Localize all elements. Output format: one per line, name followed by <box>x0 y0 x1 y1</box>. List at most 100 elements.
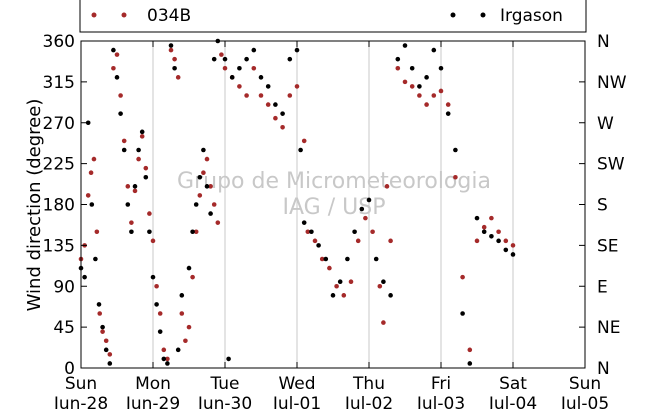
point-034b <box>431 93 437 98</box>
point-irgason <box>211 56 217 62</box>
point-034b <box>395 65 401 71</box>
point-irgason <box>143 174 149 180</box>
legend-marker-034b <box>91 12 97 18</box>
point-034b <box>237 84 242 89</box>
point-irgason <box>337 279 343 285</box>
point-irgason <box>175 347 181 353</box>
point-irgason <box>366 197 372 203</box>
point-irgason <box>114 75 120 80</box>
point-irgason <box>186 265 192 271</box>
point-034b <box>453 174 458 180</box>
x-tick-date: Jul-01 <box>272 394 321 409</box>
point-irgason <box>125 202 131 207</box>
point-034b <box>474 238 480 244</box>
point-irgason <box>147 229 152 235</box>
point-034b <box>355 238 361 244</box>
point-irgason <box>226 356 231 362</box>
point-034b <box>190 274 195 280</box>
point-irgason <box>424 75 429 80</box>
point-034b <box>161 347 167 353</box>
point-irgason <box>489 233 494 239</box>
point-034b <box>193 229 199 235</box>
point-034b <box>294 84 300 89</box>
point-irgason <box>496 238 501 244</box>
point-034b <box>481 224 487 230</box>
point-irgason <box>309 229 314 235</box>
point-034b <box>118 93 123 98</box>
compass-tick-label: E <box>597 277 608 297</box>
point-034b <box>334 283 339 289</box>
point-034b <box>438 88 444 94</box>
point-irgason <box>161 356 167 362</box>
point-034b <box>377 283 383 289</box>
point-034b <box>186 324 192 330</box>
point-034b <box>388 238 393 244</box>
point-irgason <box>193 202 199 207</box>
point-034b <box>129 220 134 225</box>
point-irgason <box>229 75 235 80</box>
point-irgason <box>510 252 516 257</box>
x-tick-date: Jul-04 <box>488 394 537 409</box>
point-034b <box>103 338 109 344</box>
point-irgason <box>100 324 105 330</box>
point-irgason <box>222 56 228 62</box>
point-irgason <box>150 274 156 280</box>
point-034b <box>91 156 97 162</box>
point-irgason <box>481 229 487 235</box>
compass-tick-label: SE <box>597 236 619 256</box>
point-irgason <box>121 147 127 153</box>
point-irgason <box>251 47 257 53</box>
point-irgason <box>345 256 350 262</box>
compass-tick-label: SW <box>597 155 625 175</box>
point-irgason <box>503 247 509 253</box>
point-034b <box>114 52 120 57</box>
y-tick-label: 225 <box>43 155 75 175</box>
point-034b <box>147 211 152 216</box>
point-034b <box>460 274 465 280</box>
point-irgason <box>111 47 116 53</box>
point-irgason <box>118 111 123 116</box>
point-034b <box>305 229 311 235</box>
point-034b <box>165 356 170 362</box>
point-irgason <box>431 47 437 53</box>
point-irgason <box>154 302 159 307</box>
point-irgason <box>258 75 264 80</box>
point-034b <box>219 52 224 57</box>
y-axis-label: Wind direction (degree) <box>24 99 45 312</box>
point-034b <box>197 193 203 198</box>
point-034b <box>175 75 181 80</box>
x-tick-date: Jun-29 <box>125 394 180 409</box>
point-034b <box>409 84 415 89</box>
point-irgason <box>172 65 177 71</box>
point-034b <box>496 229 501 235</box>
watermark: Grupo de Micrometeorologia IAG / USP <box>177 169 491 220</box>
point-034b <box>168 47 174 53</box>
legend-marker-irgason <box>450 12 456 18</box>
point-034b <box>327 265 332 271</box>
y-tick-label: 270 <box>43 114 75 134</box>
x-tick-day: Thu <box>352 374 385 394</box>
point-irgason <box>395 56 401 62</box>
point-irgason <box>388 293 393 298</box>
point-irgason <box>204 184 210 189</box>
point-034b <box>215 220 221 225</box>
point-034b <box>143 165 149 171</box>
point-034b <box>312 238 318 244</box>
point-irgason <box>136 147 141 153</box>
point-irgason <box>402 43 408 48</box>
point-irgason <box>168 43 174 48</box>
point-irgason <box>323 256 329 262</box>
point-irgason <box>244 56 249 62</box>
point-irgason <box>467 361 473 366</box>
point-irgason <box>453 147 458 153</box>
point-034b <box>201 170 206 176</box>
y-tick-label: 90 <box>53 277 75 297</box>
point-034b <box>183 338 188 344</box>
point-irgason <box>460 311 465 316</box>
point-034b <box>280 124 285 130</box>
data-points <box>78 38 516 366</box>
point-irgason <box>96 302 102 307</box>
legend-marker-irgason <box>480 12 486 18</box>
point-irgason <box>294 47 300 53</box>
